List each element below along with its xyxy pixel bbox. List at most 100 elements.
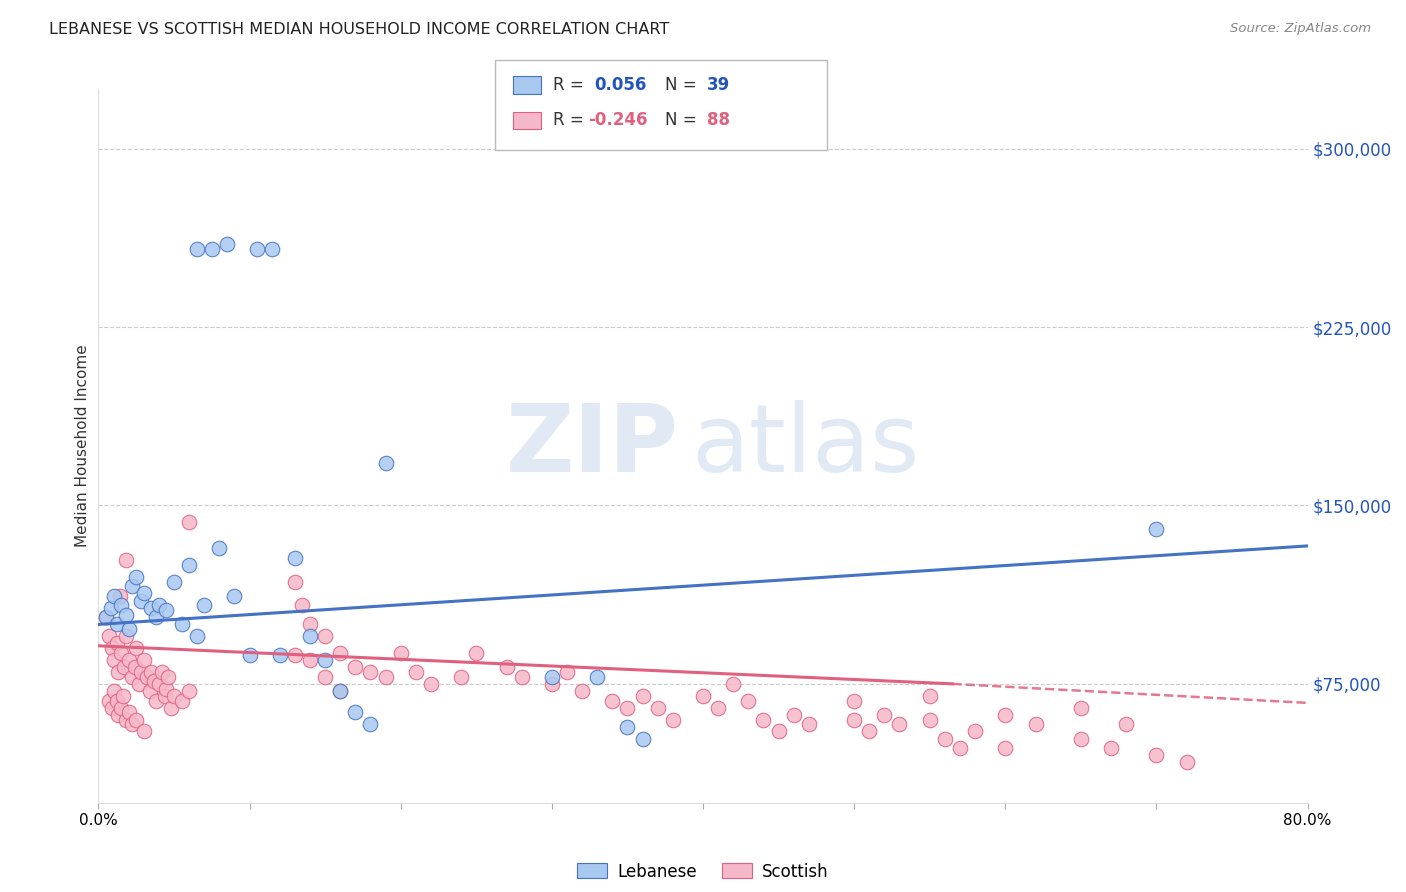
Point xyxy=(170,693,193,707)
Point xyxy=(284,550,307,565)
Point xyxy=(112,660,135,674)
Y-axis label: Median Household Income: Median Household Income xyxy=(75,344,90,548)
Point xyxy=(105,693,128,707)
Point xyxy=(103,589,125,603)
Point xyxy=(101,641,124,656)
Point xyxy=(128,677,150,691)
Point xyxy=(103,653,125,667)
Point xyxy=(329,646,352,660)
Point xyxy=(844,713,866,727)
Point xyxy=(768,724,790,739)
Point xyxy=(269,648,291,663)
Point xyxy=(94,610,117,624)
Point xyxy=(389,646,412,660)
Point xyxy=(510,670,533,684)
Text: R =: R = xyxy=(553,76,589,94)
Point xyxy=(1070,731,1092,746)
Point xyxy=(299,653,322,667)
Point xyxy=(994,707,1017,722)
Point xyxy=(98,693,121,707)
Point xyxy=(129,665,152,679)
Point xyxy=(110,646,132,660)
Point xyxy=(239,648,262,663)
Point xyxy=(299,617,322,632)
Point xyxy=(360,717,382,731)
Point xyxy=(160,700,183,714)
Point xyxy=(132,724,155,739)
Point xyxy=(125,641,148,656)
Point xyxy=(1070,700,1092,714)
Point xyxy=(419,677,441,691)
Point xyxy=(148,599,170,613)
Text: N =: N = xyxy=(665,76,702,94)
Point xyxy=(934,731,956,746)
Point xyxy=(1175,756,1198,770)
Point xyxy=(118,653,141,667)
Point xyxy=(105,617,128,632)
Point xyxy=(208,541,231,556)
Point xyxy=(782,707,804,722)
Point xyxy=(1115,717,1137,731)
Point xyxy=(135,670,157,684)
Point xyxy=(148,677,170,691)
Point xyxy=(571,684,593,698)
Point xyxy=(125,713,148,727)
Point xyxy=(949,741,972,756)
Text: 88: 88 xyxy=(707,112,730,129)
Text: -0.246: -0.246 xyxy=(588,112,647,129)
Point xyxy=(98,629,121,643)
Point xyxy=(405,665,427,679)
Point xyxy=(450,670,472,684)
Point xyxy=(752,713,775,727)
Point xyxy=(314,629,336,643)
Point xyxy=(555,665,578,679)
Text: 0.056: 0.056 xyxy=(595,76,647,94)
Point xyxy=(858,724,880,739)
Point xyxy=(602,693,624,707)
Text: 39: 39 xyxy=(707,76,731,94)
Point xyxy=(114,553,136,567)
Point xyxy=(108,589,131,603)
Point xyxy=(721,677,744,691)
Point xyxy=(170,617,193,632)
Point xyxy=(143,674,166,689)
Point xyxy=(186,242,208,256)
Point xyxy=(121,579,143,593)
Point xyxy=(155,681,177,696)
Point xyxy=(329,684,352,698)
Point xyxy=(616,700,638,714)
Point xyxy=(495,660,517,674)
Point xyxy=(918,713,941,727)
Point xyxy=(101,700,124,714)
Point xyxy=(153,689,176,703)
Point xyxy=(118,706,141,720)
Text: ZIP: ZIP xyxy=(506,400,679,492)
Point xyxy=(1144,748,1167,763)
Point xyxy=(177,515,201,529)
Point xyxy=(141,600,163,615)
Point xyxy=(100,600,122,615)
Text: N =: N = xyxy=(665,112,702,129)
Point xyxy=(631,689,654,703)
Point xyxy=(360,665,382,679)
Point xyxy=(918,689,941,703)
Point xyxy=(1099,741,1122,756)
Point xyxy=(124,660,146,674)
Text: LEBANESE VS SCOTTISH MEDIAN HOUSEHOLD INCOME CORRELATION CHART: LEBANESE VS SCOTTISH MEDIAN HOUSEHOLD IN… xyxy=(49,22,669,37)
Point xyxy=(103,684,125,698)
Point xyxy=(291,599,314,613)
Point xyxy=(540,670,562,684)
Point xyxy=(121,717,143,731)
Point xyxy=(994,741,1017,756)
Point xyxy=(797,717,820,731)
Point xyxy=(186,629,208,643)
Point xyxy=(177,684,201,698)
Point xyxy=(873,707,896,722)
Point xyxy=(616,720,638,734)
Point xyxy=(110,700,132,714)
Point xyxy=(125,570,148,584)
Point xyxy=(132,653,155,667)
Point xyxy=(889,717,911,731)
Point xyxy=(163,574,186,589)
Point xyxy=(224,589,246,603)
